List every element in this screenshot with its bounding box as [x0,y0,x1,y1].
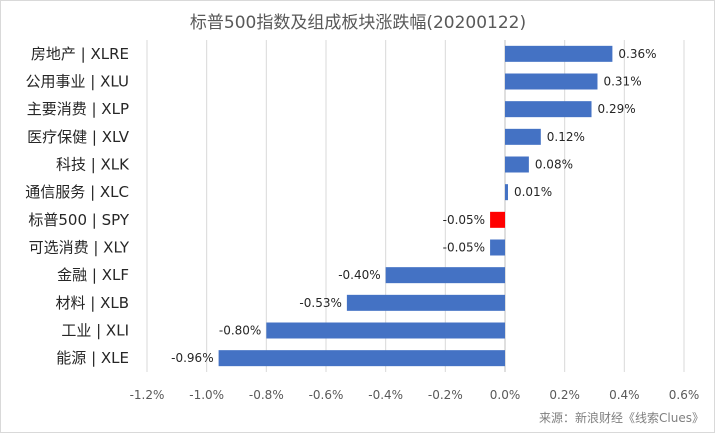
category-label: 金融 | XLF [57,266,129,284]
data-label: -0.05% [443,241,485,255]
x-tick-label: -0.8% [249,388,284,402]
data-label: -0.80% [219,324,261,338]
x-tick-label: -1.2% [130,388,165,402]
bar [490,239,505,256]
data-label: 0.12% [547,130,585,144]
data-label: 0.36% [618,47,656,61]
category-label: 科技 | XLK [56,156,130,174]
x-tick-label: -0.6% [309,388,344,402]
bars-layer [218,45,613,367]
x-tick-label: -1.0% [189,388,224,402]
category-label: 房地产 | XLRE [31,45,129,63]
category-label: 工业 | XLI [61,322,129,340]
data-label: 0.01% [514,185,552,199]
bar [505,184,508,201]
x-tick-label: -0.2% [428,388,463,402]
bar [218,350,505,367]
bar [505,45,613,62]
x-tick-label: 0.0% [490,388,521,402]
chart-title: 标普500指数及组成板块涨跌幅(20200122) [190,13,526,33]
category-label: 材料 | XLB [55,294,129,312]
category-label: 通信服务 | XLC [25,183,129,201]
data-label: 0.31% [603,75,641,89]
bar [505,73,598,90]
category-label: 标普500 | SPY [28,211,129,229]
category-label: 可选消费 | XLY [29,239,130,257]
bar [505,128,541,145]
category-label: 主要消费 | XLP [27,100,129,118]
x-tick-label: 0.6% [669,388,700,402]
data-label: -0.53% [299,296,341,310]
category-label: 公用事业 | XLU [26,73,129,91]
x-tick-label: 0.2% [549,388,580,402]
labels-layer: 房地产 | XLRE 0.36% 公用事业 | XLU 0.31% 主要消费 | XLP… [25,45,656,367]
x-tick-label: -0.4% [368,388,403,402]
bar [385,267,505,284]
data-label: -0.96% [171,351,213,365]
category-label: 医疗保健 | XLV [27,128,130,146]
bar [505,101,592,118]
source-note: 来源：新浪财经《线索Clues》 [539,410,704,425]
bar [490,211,505,228]
category-label: 能源 | XLE [56,349,129,367]
data-label: 0.08% [535,158,573,172]
data-label: -0.05% [443,213,485,227]
x-axis-ticks: -1.2% -1.0% -0.8% -0.6% -0.4% -0.2% 0.0% 0.2% 0.… [130,388,700,402]
data-label: -0.40% [338,268,380,282]
data-label: 0.29% [598,102,636,116]
bar [266,322,505,339]
bar [505,156,529,173]
grid-layer [146,40,685,372]
bar [346,294,505,311]
x-tick-label: 0.4% [609,388,640,402]
